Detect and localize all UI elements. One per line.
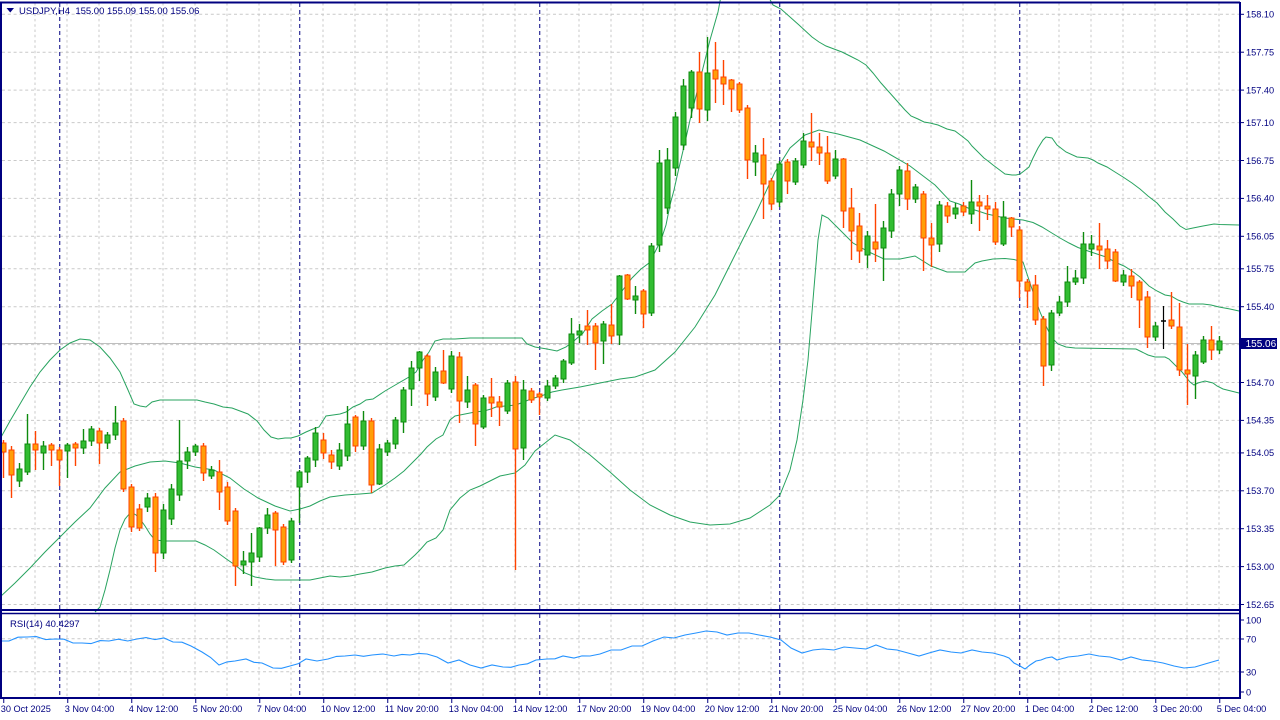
svg-text:156.05: 156.05	[1246, 232, 1274, 242]
svg-text:USDJPY,H4 155.00 155.09 155.0: USDJPY,H4 155.00 155.09 155.00 155.06	[19, 6, 199, 17]
svg-text:11 Nov 20:00: 11 Nov 20:00	[385, 704, 439, 714]
svg-text:1 Dec 04:00: 1 Dec 04:00	[1025, 704, 1075, 714]
svg-text:30: 30	[1246, 667, 1256, 677]
svg-text:3 Nov 04:00: 3 Nov 04:00	[65, 704, 115, 714]
svg-text:20 Nov 12:00: 20 Nov 12:00	[705, 704, 760, 714]
svg-text:158.10: 158.10	[1246, 10, 1274, 20]
svg-text:156.40: 156.40	[1246, 194, 1274, 204]
svg-text:154.35: 154.35	[1246, 416, 1274, 426]
svg-text:3 Dec 20:00: 3 Dec 20:00	[1153, 704, 1203, 714]
svg-text:0: 0	[1246, 687, 1251, 697]
svg-text:157.10: 157.10	[1246, 118, 1274, 128]
svg-text:30 Oct 2025: 30 Oct 2025	[1, 704, 51, 714]
svg-text:155.06: 155.06	[1246, 339, 1277, 350]
svg-text:157.40: 157.40	[1246, 85, 1274, 95]
svg-text:27 Nov 20:00: 27 Nov 20:00	[961, 704, 1016, 714]
svg-text:5 Dec 04:00: 5 Dec 04:00	[1217, 704, 1267, 714]
svg-text:100: 100	[1246, 615, 1261, 625]
svg-text:154.70: 154.70	[1246, 378, 1274, 388]
svg-text:7 Nov 04:00: 7 Nov 04:00	[257, 704, 307, 714]
svg-text:4 Nov 12:00: 4 Nov 12:00	[129, 704, 179, 714]
svg-text:17 Nov 20:00: 17 Nov 20:00	[577, 704, 632, 714]
svg-text:70: 70	[1246, 634, 1256, 644]
svg-text:14 Nov 12:00: 14 Nov 12:00	[513, 704, 568, 714]
svg-text:2 Dec 12:00: 2 Dec 12:00	[1089, 704, 1139, 714]
svg-text:5 Nov 20:00: 5 Nov 20:00	[193, 704, 243, 714]
svg-text:13 Nov 04:00: 13 Nov 04:00	[449, 704, 504, 714]
svg-text:25 Nov 04:00: 25 Nov 04:00	[833, 704, 888, 714]
svg-text:153.35: 153.35	[1246, 524, 1274, 534]
svg-text:10 Nov 12:00: 10 Nov 12:00	[321, 704, 376, 714]
svg-text:153.00: 153.00	[1246, 562, 1274, 572]
svg-text:153.70: 153.70	[1246, 486, 1274, 496]
svg-text:154.05: 154.05	[1246, 448, 1274, 458]
svg-text:155.75: 155.75	[1246, 264, 1274, 274]
svg-text:157.75: 157.75	[1246, 48, 1274, 58]
svg-text:RSI(14) 40.4297: RSI(14) 40.4297	[10, 619, 80, 630]
svg-text:156.75: 156.75	[1246, 156, 1274, 166]
svg-text:19 Nov 04:00: 19 Nov 04:00	[641, 704, 696, 714]
svg-text:21 Nov 20:00: 21 Nov 20:00	[769, 704, 824, 714]
svg-text:155.40: 155.40	[1246, 302, 1274, 312]
svg-text:152.65: 152.65	[1246, 600, 1274, 610]
svg-text:26 Nov 12:00: 26 Nov 12:00	[897, 704, 952, 714]
